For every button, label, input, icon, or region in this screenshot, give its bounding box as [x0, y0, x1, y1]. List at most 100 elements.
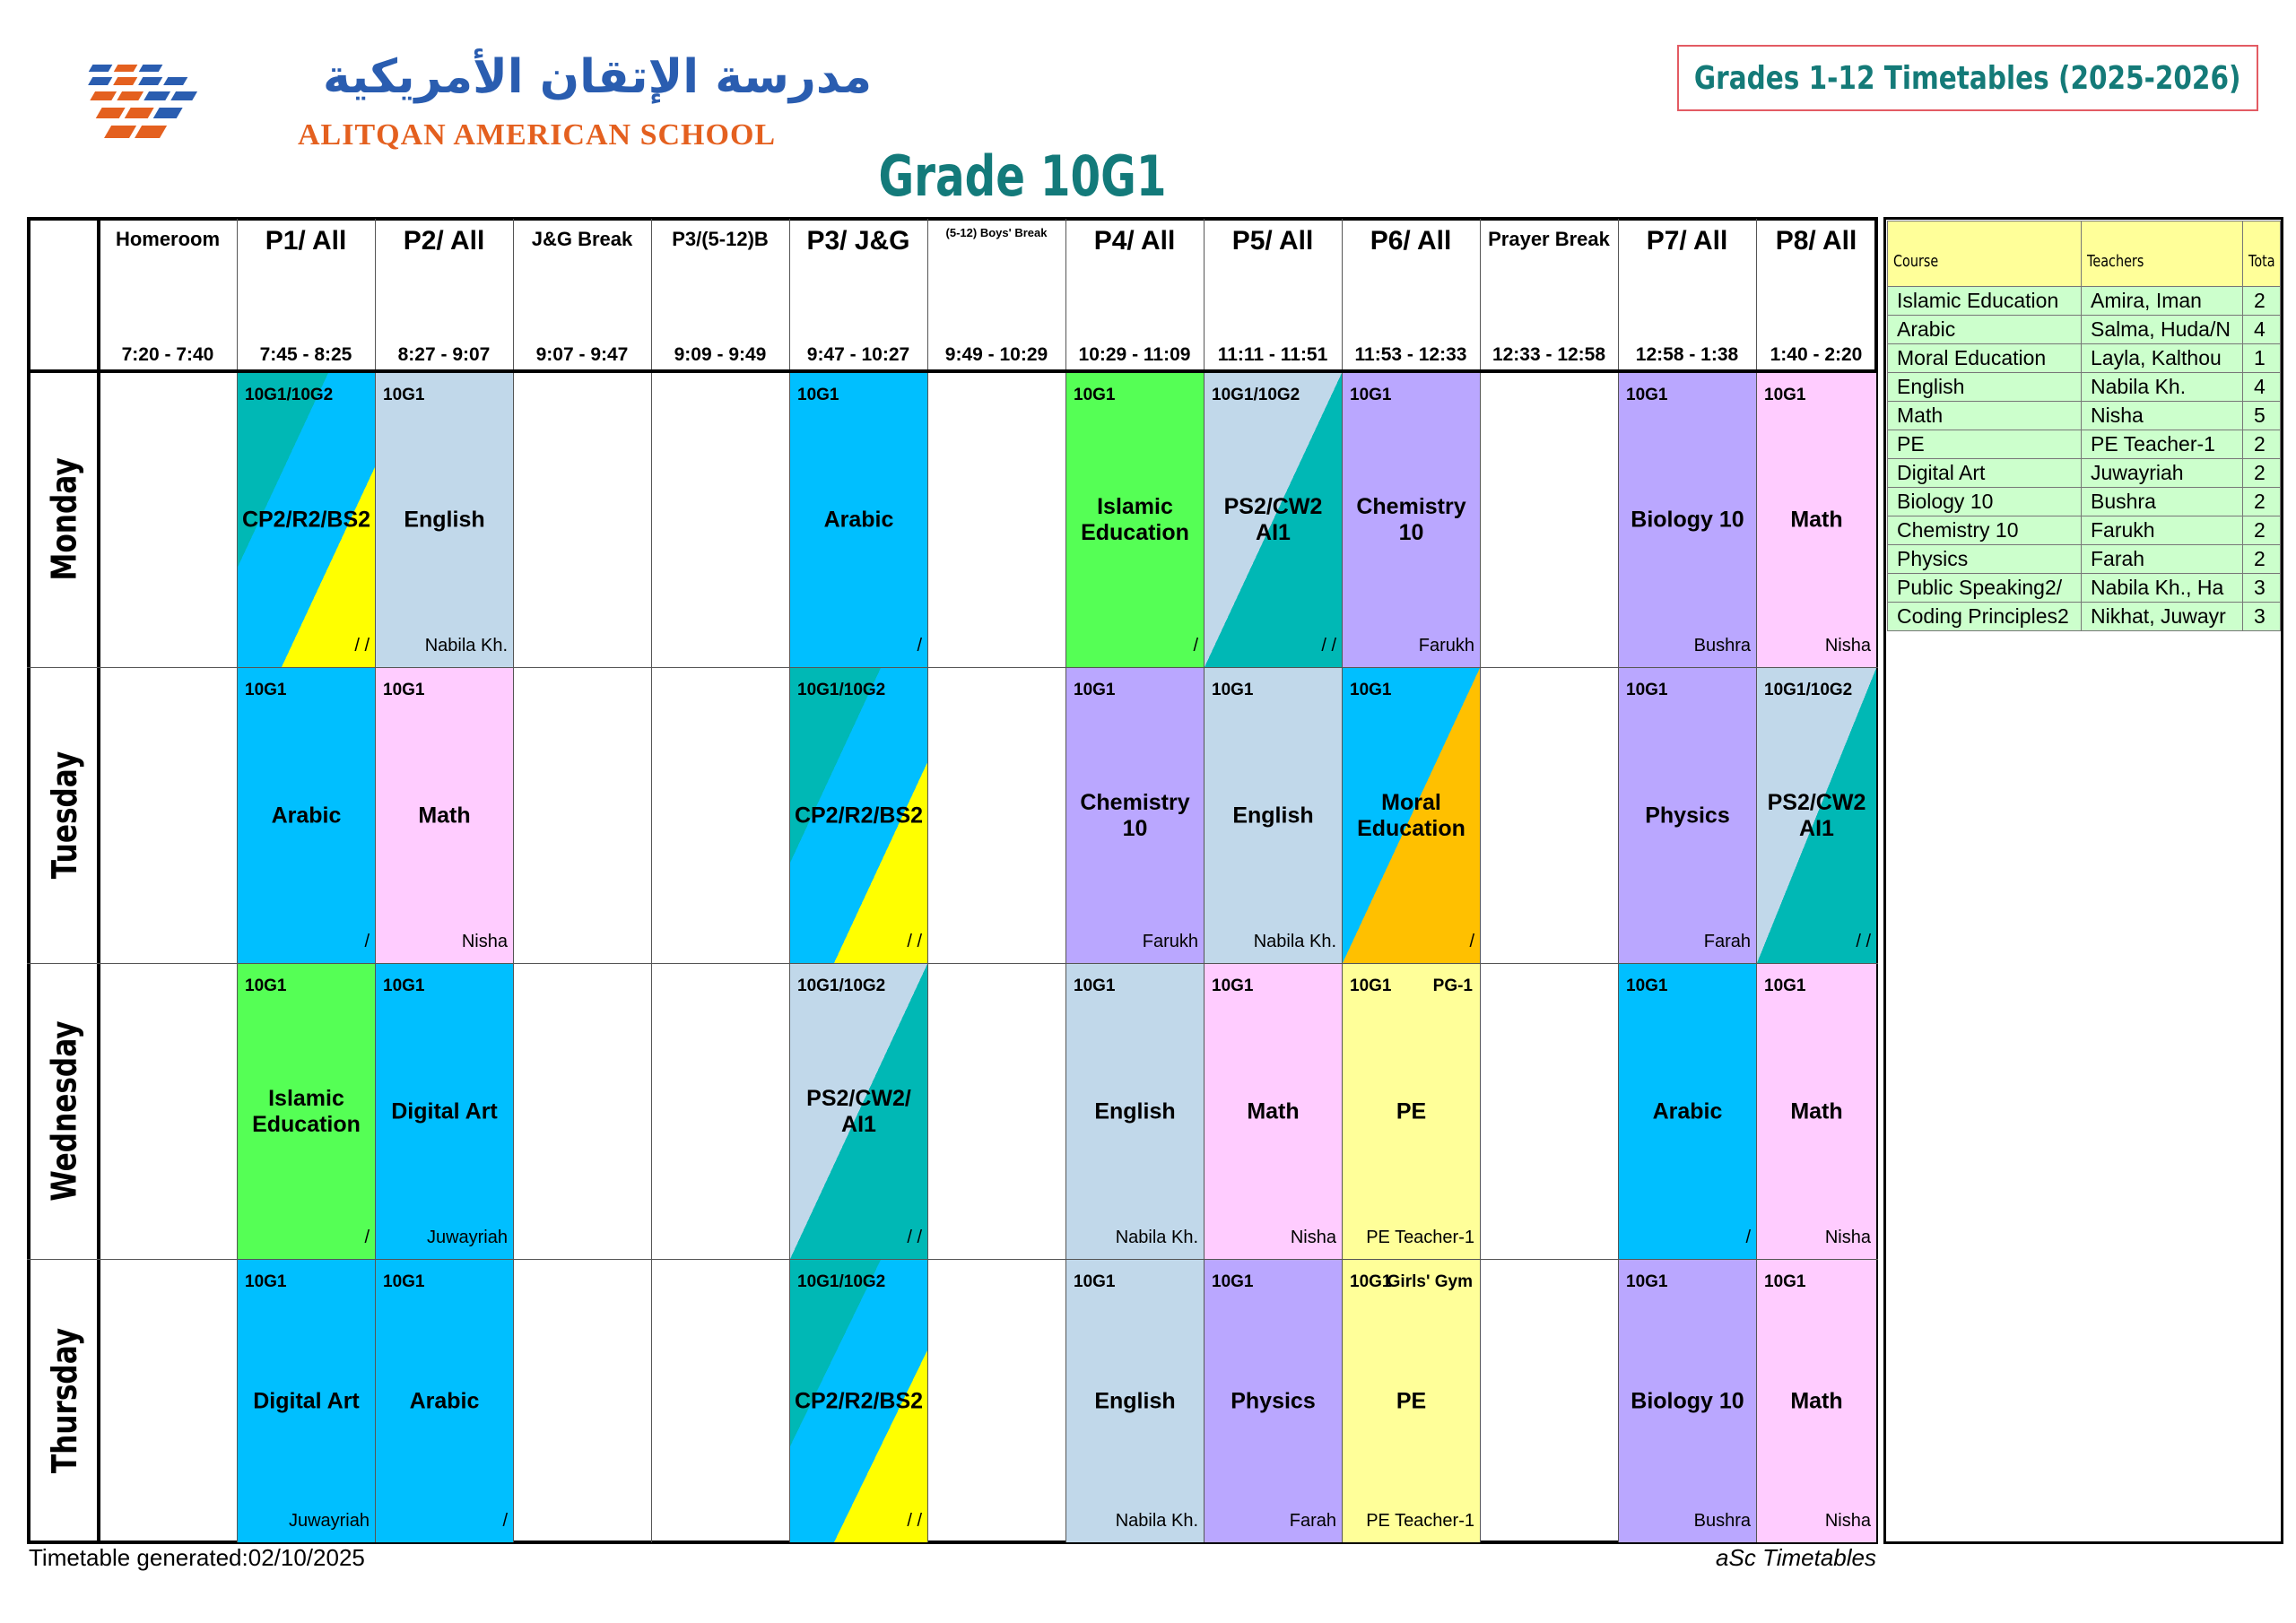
lesson-cell[interactable]: 10G1 Arabic /	[376, 1260, 513, 1542]
lesson-cell[interactable]: 10G1 Biology 10 Bushra	[1619, 373, 1756, 667]
lesson-cell[interactable]: 10G1/10G2 CP2/R2/BS2 / /	[790, 668, 927, 963]
lesson-teacher: Nabila Kh.	[424, 636, 508, 655]
summary-teachers: Nabila Kh.	[2081, 372, 2243, 402]
lesson-cell[interactable]: 10G1 Girls' Gym PE PE Teacher-1	[1343, 1260, 1480, 1542]
lesson-group: 10G1/10G2	[797, 976, 886, 995]
summary-row: Biology 10 Bushra 2	[1887, 487, 2281, 516]
column-divider	[1618, 219, 1619, 1542]
summary-row: PE PE Teacher-1 2	[1887, 430, 2281, 459]
summary-teachers: Bushra	[2081, 487, 2243, 516]
lesson-subject: Physics	[1645, 803, 1730, 828]
lesson-group: 10G1	[1350, 1272, 1392, 1291]
day-label-wednesday: Wednesday	[30, 963, 99, 1259]
lesson-cell[interactable]: 10G1 Digital Art Juwayriah	[376, 964, 513, 1259]
lesson-cell[interactable]: 10G1 Math Nisha	[1757, 373, 1876, 667]
lesson-cell[interactable]: 10G1/10G2 PS2/CW2 AI1 / /	[1757, 668, 1876, 963]
lesson-background	[238, 964, 375, 1259]
lesson-teacher: PE Teacher-1	[1366, 1511, 1474, 1531]
summary-total: 2	[2242, 458, 2281, 488]
lesson-cell[interactable]: 10G1 Physics Farah	[1205, 1260, 1342, 1542]
summary-course: Islamic Education	[1887, 286, 2082, 316]
lesson-group: 10G1	[1764, 1272, 1806, 1291]
lesson-cell[interactable]: 10G1 Arabic /	[238, 668, 375, 963]
lesson-cell[interactable]: 10G1 Math Nisha	[1205, 964, 1342, 1259]
lesson-teacher: /	[917, 636, 922, 655]
lesson-subject: English	[1094, 1098, 1176, 1124]
summary-teachers: Nabila Kh., Ha	[2081, 573, 2243, 603]
lesson-background	[1066, 964, 1204, 1259]
column-divider	[375, 219, 376, 1542]
column-divider	[237, 219, 238, 1542]
lesson-subject: English	[1232, 803, 1314, 828]
lesson-teacher: Nabila Kh.	[1253, 932, 1336, 951]
lesson-teacher: /	[1745, 1228, 1751, 1247]
lesson-cell[interactable]: 10G1 English Nabila Kh.	[1066, 1260, 1204, 1542]
lesson-cell[interactable]: 10G1/10G2 CP2/R2/BS2 / /	[790, 1260, 927, 1542]
column-divider	[1204, 219, 1205, 1542]
lesson-cell[interactable]: 10G1 Math Nisha	[376, 668, 513, 963]
column-divider	[651, 219, 652, 1542]
lesson-group: 10G1	[1764, 976, 1806, 995]
summary-row: Public Speaking2/Nabila Kh., Ha 3	[1887, 573, 2281, 603]
summary-total: 4	[2242, 315, 2281, 344]
lesson-cell[interactable]: 10G1 Arabic /	[790, 373, 927, 667]
lesson-subject: English	[1094, 1388, 1176, 1413]
lesson-teacher: Nisha	[461, 932, 508, 951]
lesson-subject: English	[404, 507, 485, 533]
lesson-cell[interactable]: 10G1 Math Nisha	[1757, 964, 1876, 1259]
summary-course: PE	[1887, 430, 2082, 459]
generated-date: Timetable generated:02/10/2025	[29, 1544, 365, 1571]
lesson-background	[1205, 964, 1342, 1259]
period-time: 12:58 - 1:38	[1635, 344, 1739, 365]
period-header: P4/ All 10:29 - 11:09	[1065, 221, 1204, 371]
lesson-cell[interactable]: 10G1 Chemistry 10 Farukh	[1343, 373, 1480, 667]
lesson-cell[interactable]: 10G1 Biology 10 Bushra	[1619, 1260, 1756, 1542]
lesson-subject: Chemistry 10	[1080, 789, 1190, 841]
lesson-group: 10G1	[1350, 386, 1392, 404]
day-name: Wednesday	[45, 1020, 84, 1202]
lesson-cell[interactable]: 10G1 PG-1 PE PE Teacher-1	[1343, 964, 1480, 1259]
period-time: 9:49 - 10:29	[944, 344, 1048, 365]
timetable-title-box: Grades 1-12 Timetables (2025-2026)	[1677, 45, 2258, 111]
lesson-cell[interactable]: 10G1/10G2 PS2/CW2/ AI1 / /	[790, 964, 927, 1259]
period-header: Homeroom 7:20 - 7:40	[99, 221, 237, 371]
lesson-cell[interactable]: 10G1 Physics Farah	[1619, 668, 1756, 963]
lesson-cell[interactable]: 10G1/10G2 CP2/R2/BS2 / /	[238, 373, 375, 667]
school-name-arabic: مدرسة الإتقان الأمريكية	[323, 50, 873, 104]
lesson-cell[interactable]: 10G1 Chemistry 10 Farukh	[1066, 668, 1204, 963]
lesson-cell[interactable]: 10G1 Digital Art Juwayriah	[238, 1260, 375, 1542]
summary-row: Physics Farah 2	[1887, 544, 2281, 574]
lesson-teacher: Farukh	[1142, 932, 1198, 951]
summary-panel	[1883, 217, 2283, 1544]
lesson-cell[interactable]: 10G1 Arabic /	[1619, 964, 1756, 1259]
lesson-background	[1205, 373, 1342, 667]
summary-header-total: Tota	[2242, 221, 2281, 287]
lesson-subject: PS2/CW2/ AI1	[806, 1085, 911, 1137]
lesson-teacher: /	[1193, 636, 1198, 655]
lesson-subject: Biology 10	[1631, 1388, 1744, 1413]
lesson-cell[interactable]: 10G1 English Nabila Kh.	[1205, 668, 1342, 963]
lesson-cell[interactable]: 10G1 Math Nisha	[1757, 1260, 1876, 1542]
period-time: 7:20 - 7:40	[121, 344, 214, 365]
lesson-teacher: /	[364, 932, 370, 951]
lesson-subject: Islamic Education	[252, 1085, 361, 1137]
lesson-cell[interactable]: 10G1 Islamic Education /	[238, 964, 375, 1259]
day-label-tuesday: Tuesday	[30, 667, 99, 963]
lesson-group: 10G1	[797, 386, 839, 404]
summary-teachers: Amira, Iman	[2081, 286, 2243, 316]
lesson-group: 10G1	[1626, 386, 1668, 404]
lesson-teacher: / /	[354, 636, 370, 655]
lesson-group: 10G1	[1074, 1272, 1116, 1291]
summary-total: 2	[2242, 286, 2281, 316]
period-name: Prayer Break	[1488, 228, 1610, 250]
lesson-cell[interactable]: 10G1/10G2 PS2/CW2 AI1 / /	[1205, 373, 1342, 667]
lesson-cell[interactable]: 10G1 Moral Education /	[1343, 668, 1480, 963]
lesson-cell[interactable]: 10G1 English Nabila Kh.	[1066, 964, 1204, 1259]
lesson-background	[790, 964, 927, 1259]
lesson-background	[1343, 373, 1480, 667]
lesson-cell[interactable]: 10G1 English Nabila Kh.	[376, 373, 513, 667]
lesson-background	[1757, 668, 1876, 963]
summary-total: 3	[2242, 573, 2281, 603]
lesson-cell[interactable]: 10G1 Islamic Education /	[1066, 373, 1204, 667]
lesson-subject: Math	[1247, 1098, 1300, 1124]
